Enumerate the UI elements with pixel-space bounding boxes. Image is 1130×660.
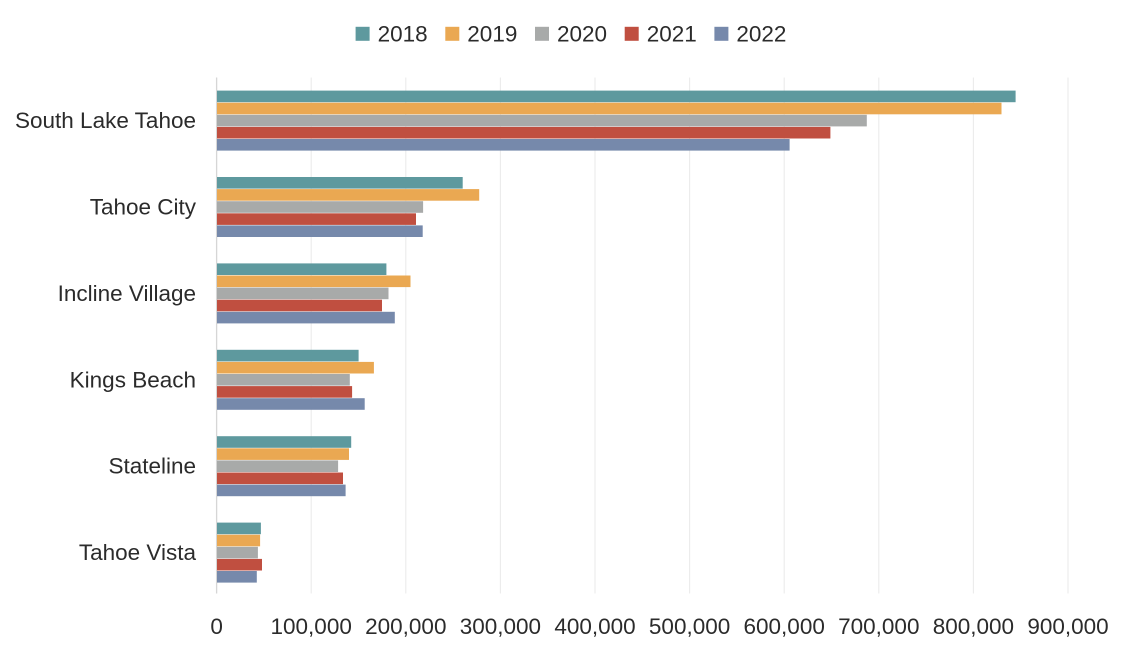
svg-text:Incline Village: Incline Village <box>58 281 196 306</box>
svg-text:Kings Beach: Kings Beach <box>70 367 196 392</box>
svg-text:2019: 2019 <box>467 21 517 46</box>
svg-text:200,000: 200,000 <box>365 614 446 639</box>
svg-text:2021: 2021 <box>647 21 697 46</box>
svg-text:Tahoe City: Tahoe City <box>90 195 197 220</box>
svg-text:2022: 2022 <box>736 21 786 46</box>
svg-text:800,000: 800,000 <box>933 614 1014 639</box>
svg-text:Tahoe Vista: Tahoe Vista <box>79 540 197 565</box>
svg-text:2020: 2020 <box>557 21 607 46</box>
svg-text:700,000: 700,000 <box>838 614 919 639</box>
svg-text:2018: 2018 <box>378 21 428 46</box>
svg-text:400,000: 400,000 <box>554 614 635 639</box>
svg-text:0: 0 <box>210 614 223 639</box>
svg-text:100,000: 100,000 <box>271 614 352 639</box>
svg-text:Stateline: Stateline <box>108 454 196 479</box>
svg-text:South Lake Tahoe: South Lake Tahoe <box>15 108 196 133</box>
svg-text:300,000: 300,000 <box>460 614 541 639</box>
svg-text:900,000: 900,000 <box>1027 614 1108 639</box>
svg-text:500,000: 500,000 <box>649 614 730 639</box>
svg-text:600,000: 600,000 <box>744 614 825 639</box>
